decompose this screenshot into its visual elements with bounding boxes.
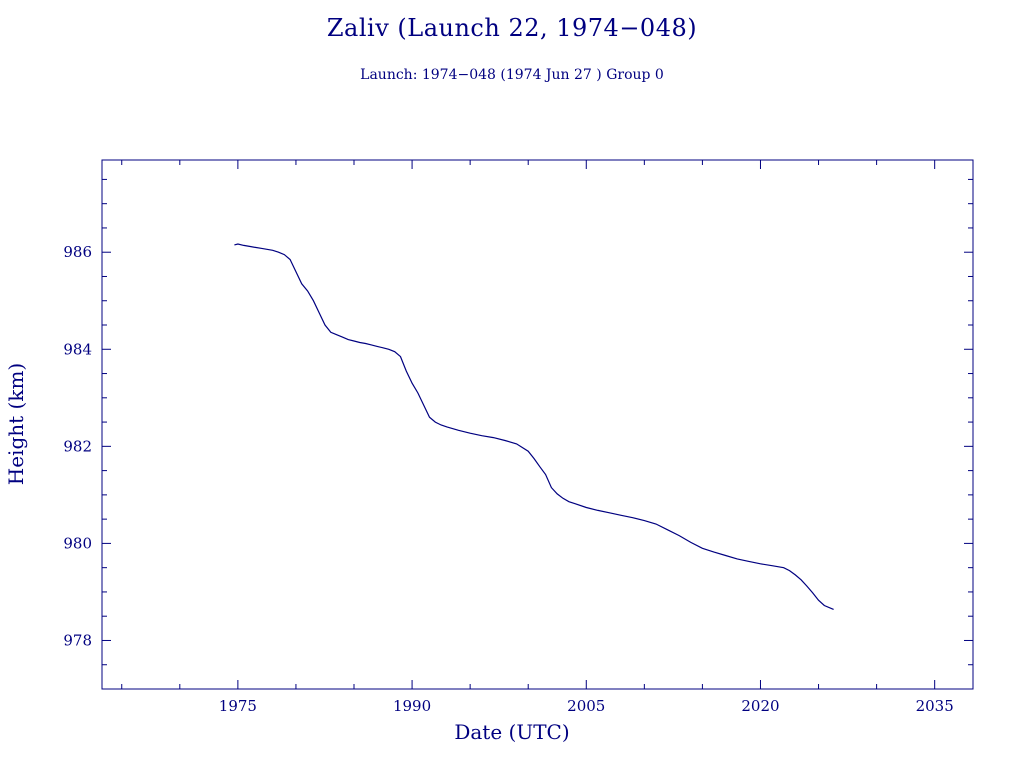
y-tick-label: 986 <box>63 243 92 261</box>
y-tick-label: 980 <box>63 534 92 552</box>
x-tick-label: 2020 <box>741 697 779 715</box>
y-tick-label: 984 <box>63 340 92 358</box>
x-tick-label: 1975 <box>219 697 257 715</box>
series-line-height <box>234 243 834 610</box>
chart-title: Zaliv (Launch 22, 1974−048) <box>326 14 698 42</box>
x-tick-label: 2035 <box>916 697 954 715</box>
x-tick-label: 2005 <box>567 697 605 715</box>
x-tick-label: 1990 <box>393 697 431 715</box>
axis-ticks <box>102 160 973 690</box>
axis-tick-labels: 1975 1990 2005 2020 2035 978 980 982 984 986 <box>63 243 953 715</box>
y-tick-label: 978 <box>63 631 92 649</box>
y-tick-label: 982 <box>63 437 92 455</box>
plot-frame <box>101 159 974 690</box>
chart-subtitle: Launch: 1974−048 (1974 Jun 27 ) Group 0 <box>360 67 664 83</box>
x-axis-label: Date (UTC) <box>454 720 570 744</box>
